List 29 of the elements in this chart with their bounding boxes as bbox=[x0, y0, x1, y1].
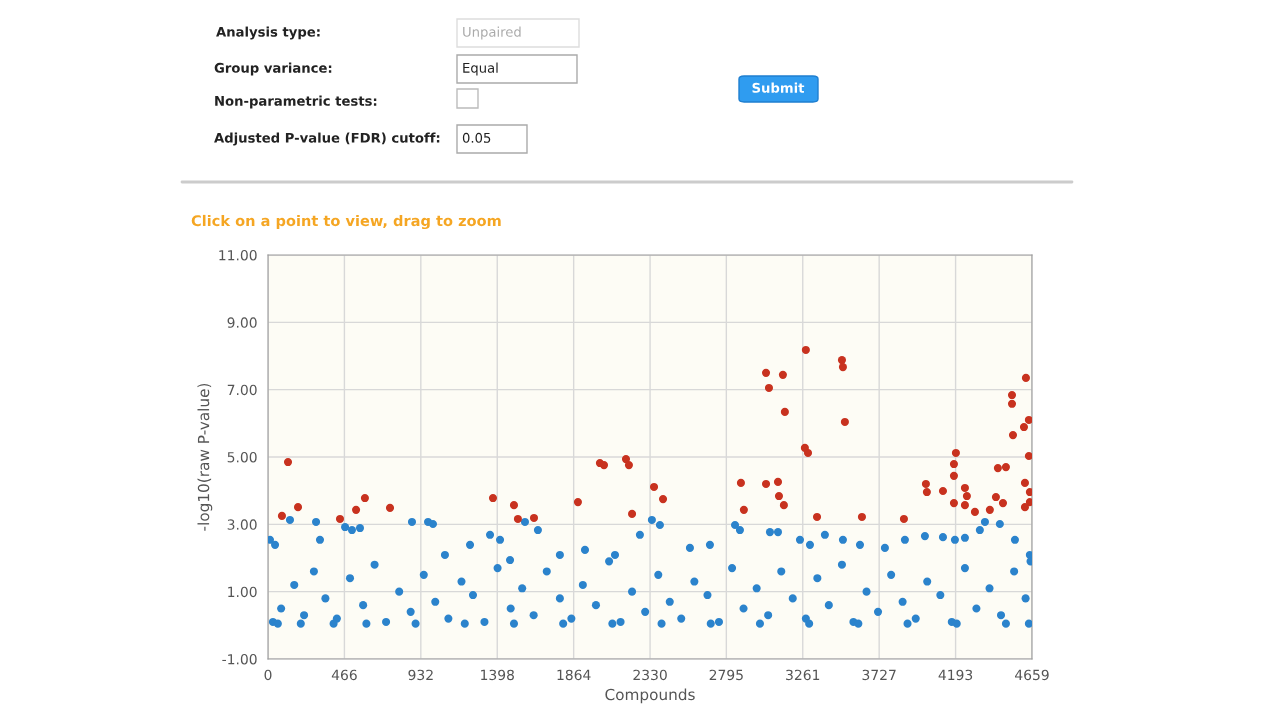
text: 0.05 bbox=[462, 132, 491, 143]
y-tick-label: 5.00 bbox=[227, 451, 257, 463]
y-tick-label: 1.00 bbox=[228, 586, 257, 598]
x-tick-label: 0 bbox=[264, 669, 272, 681]
y-tick-label: 9.00 bbox=[227, 317, 257, 328]
x-tick-label: 4659 bbox=[1015, 669, 1049, 681]
x-tick-label: 2330 bbox=[633, 669, 667, 681]
x-tick-label: 4193 bbox=[938, 669, 973, 681]
y-tick-label: -1.00 bbox=[222, 653, 257, 665]
x-tick-label: 1398 bbox=[481, 669, 514, 681]
x-tick-label: 1864 bbox=[557, 669, 591, 681]
chart-title: Click on a point to view, drag to zoom bbox=[191, 214, 501, 230]
x-axis-title: Compounds bbox=[605, 688, 695, 704]
text: Submit bbox=[752, 82, 805, 93]
y-tick-label: 7.00 bbox=[227, 384, 257, 396]
text: Unpaired bbox=[463, 26, 521, 40]
y-tick-label: 11.00 bbox=[219, 249, 257, 261]
x-tick-label: 2795 bbox=[709, 669, 743, 681]
y-tick-label: 3.00 bbox=[227, 519, 257, 530]
text: Adjusted P-value (FDR) cutoff: bbox=[214, 132, 440, 146]
text: Non-parametric tests: bbox=[215, 95, 377, 109]
x-tick-label: 3261 bbox=[786, 669, 820, 681]
text: Equal bbox=[463, 62, 498, 76]
x-tick-label: 3727 bbox=[862, 669, 896, 681]
x-tick-label: 466 bbox=[331, 669, 357, 681]
text: Analysis type: bbox=[216, 26, 320, 40]
text: Group variance: bbox=[214, 62, 332, 76]
x-tick-label: 932 bbox=[408, 669, 433, 681]
y-axis-title: -log10(raw P-value) bbox=[197, 383, 213, 531]
